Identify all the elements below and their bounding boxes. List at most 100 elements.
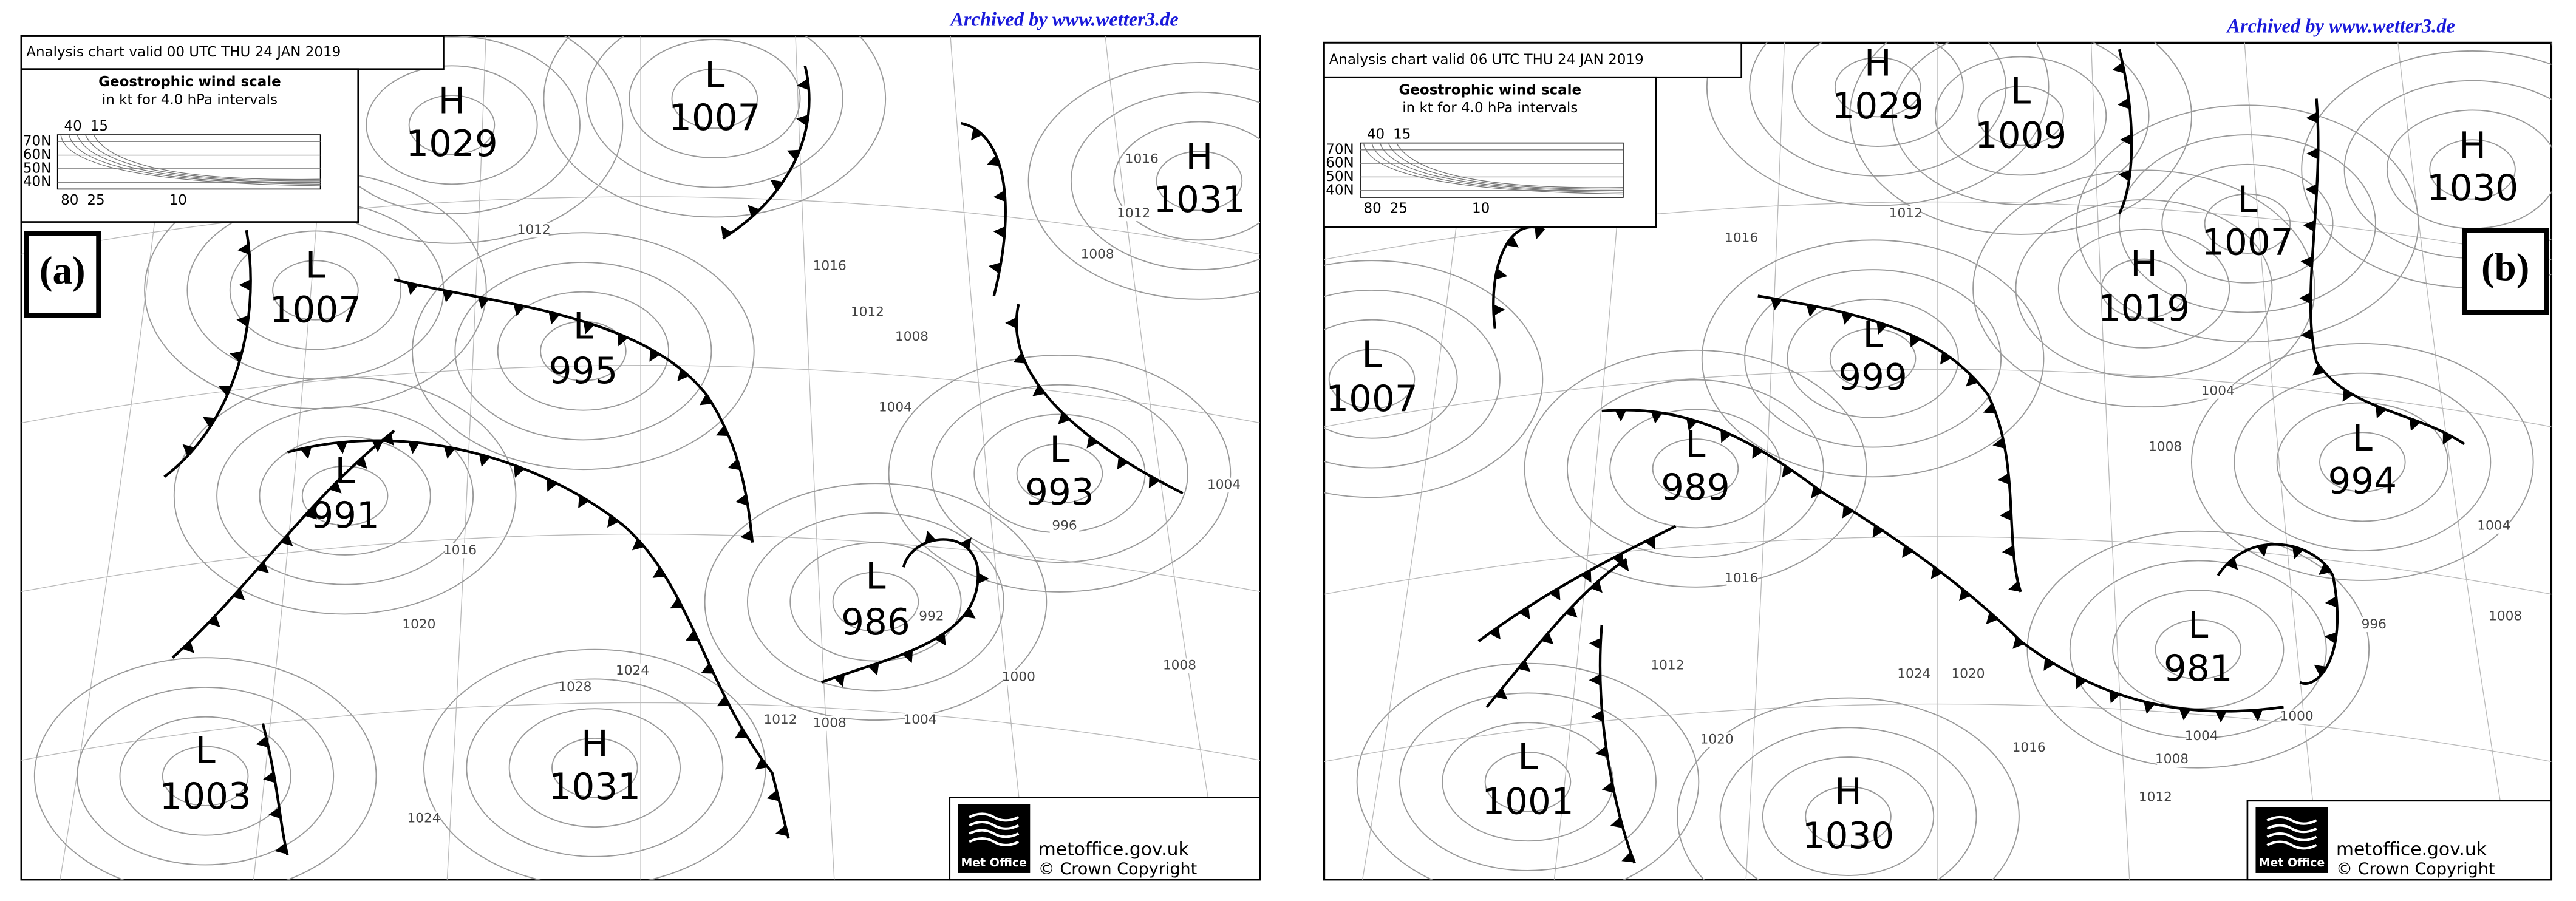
front-symbol	[1930, 566, 1943, 579]
isobar-label-bg	[445, 543, 475, 559]
system-type: L	[1518, 736, 1538, 778]
wind-bottom-label: 80	[61, 192, 78, 208]
front-symbol	[218, 385, 231, 396]
front-symbol	[1589, 638, 1601, 650]
isobar-label-bg	[1899, 667, 1929, 682]
graticule-line	[2550, 42, 2552, 46]
isobar	[671, 68, 758, 129]
front-symbol	[1581, 570, 1592, 583]
front-symbol	[1595, 746, 1608, 758]
weather-front	[1485, 557, 1627, 708]
system-pressure: 1029	[406, 123, 497, 165]
front-symbol	[748, 205, 760, 217]
isobar-label: 1016	[443, 543, 477, 558]
front-symbol	[1086, 435, 1099, 449]
logo-wave	[969, 829, 1020, 838]
front-symbol	[1535, 227, 1545, 240]
weather-front	[1598, 624, 1636, 864]
weather-front	[171, 429, 395, 659]
front-symbol	[989, 262, 1001, 274]
logo-square	[958, 804, 1031, 873]
isobar	[1652, 438, 1739, 499]
front-symbol	[686, 630, 699, 641]
front-symbol	[1589, 674, 1601, 686]
front-symbol	[993, 190, 1006, 202]
map-layer: 1016 1012 1008 1004 1000 1004 1008 1012 1016 1020…	[1324, 42, 2552, 880]
isobar-label-bg	[1049, 518, 1080, 534]
system-type: L	[704, 54, 724, 96]
isobar-label-bg	[519, 222, 549, 238]
front-symbol	[1591, 710, 1603, 722]
isobar-label-bg	[2479, 518, 2509, 534]
graticule-line	[21, 36, 22, 39]
wind-scale-title: Geostrophic wind scale	[98, 74, 281, 90]
isobar-label: 1004	[2201, 384, 2235, 399]
wind-top-label: 40	[1367, 127, 1385, 143]
front-symbol	[1519, 607, 1530, 620]
front-symbol	[2226, 557, 2238, 570]
isobar-label: 1012	[1117, 206, 1150, 221]
isobar	[173, 376, 517, 615]
front-symbol	[1771, 298, 1782, 311]
isobar-label-bg	[905, 712, 935, 728]
isobar-label-bg	[2186, 729, 2217, 744]
front-symbol	[1782, 464, 1794, 478]
front-symbol	[2409, 418, 2421, 432]
latitude-label: 40N	[1326, 182, 1354, 198]
wind-scale-curve	[1379, 143, 1623, 191]
wind-scale-subtitle: in kt for 4.0 hPa intervals	[102, 92, 278, 108]
front-symbol	[336, 441, 347, 454]
isobar	[1328, 348, 1416, 409]
isobar	[2190, 343, 2534, 581]
isobar	[629, 39, 801, 158]
front-symbol	[1876, 321, 1888, 335]
weather-front	[1477, 525, 1677, 642]
isobar-label-bg	[1726, 571, 1757, 586]
system-type: H	[2459, 125, 2486, 167]
system-pressure: 1009	[1975, 115, 2067, 157]
isobar	[2057, 228, 2230, 348]
system-pressure: 991	[310, 495, 380, 537]
front-symbol	[479, 454, 491, 467]
front-symbol	[2000, 509, 2012, 521]
front-symbol	[2312, 364, 2325, 376]
front-symbol	[230, 351, 242, 362]
front-symbol	[1610, 817, 1623, 829]
isobar-label-bg	[1726, 231, 1757, 246]
isobar-label: 1012	[1889, 206, 1923, 221]
wind-top-label: 40	[64, 118, 82, 134]
front-symbol	[1983, 403, 1996, 414]
isobar-label-bg	[2281, 709, 2312, 724]
logo-wave	[2266, 824, 2317, 834]
isobar-label: 996	[1052, 518, 1077, 534]
isobar-label: 1016	[1125, 152, 1159, 167]
latitude-label: 70N	[23, 134, 51, 149]
front-symbol	[513, 304, 525, 317]
front-symbol	[1720, 430, 1731, 443]
front-symbol	[699, 394, 712, 406]
wind-scale-grid	[1360, 142, 1624, 198]
front-symbol	[548, 311, 560, 325]
front-symbol	[2300, 256, 2312, 268]
panel-tag-box	[2461, 228, 2549, 315]
isobar	[1356, 662, 1700, 880]
front-symbol	[236, 315, 249, 327]
isobar	[1071, 91, 1261, 271]
isobar-label: 1012	[851, 305, 884, 320]
logo-wave	[2266, 840, 2317, 850]
isobar	[1524, 349, 1867, 588]
system-type: H	[438, 81, 466, 123]
front-symbol	[977, 573, 989, 584]
isobar-label-bg	[1209, 477, 1239, 493]
isobar	[1762, 756, 1935, 876]
front-symbol	[617, 333, 629, 347]
weather-front	[287, 439, 790, 839]
latitude-label: 40N	[23, 174, 51, 190]
isobar-label: 1024	[616, 663, 649, 678]
system-pressure: 1031	[1153, 179, 1245, 221]
system-type: H	[2130, 243, 2158, 285]
front-symbol	[2442, 432, 2453, 445]
front-symbol	[2306, 148, 2319, 160]
isobar	[2234, 372, 2492, 552]
